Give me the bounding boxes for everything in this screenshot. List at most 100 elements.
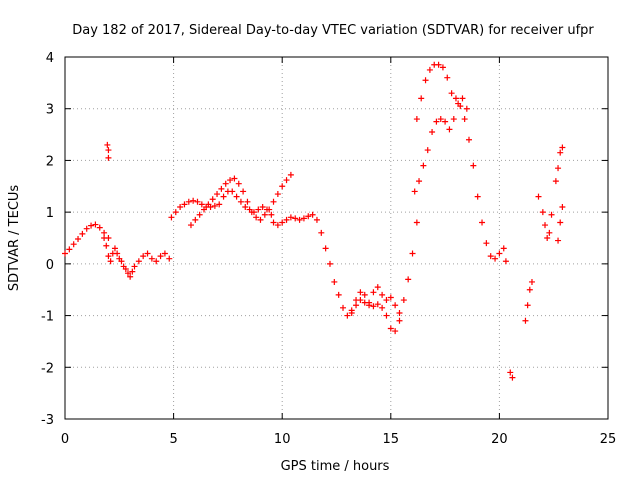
data-point <box>555 165 562 172</box>
data-point <box>353 302 360 309</box>
data-point <box>483 240 490 247</box>
x-tick-label: 15 <box>383 432 400 447</box>
data-point <box>424 147 431 154</box>
data-point <box>544 235 551 241</box>
data-point <box>198 201 205 208</box>
data-point <box>420 162 427 169</box>
data-point <box>435 61 442 68</box>
data-point <box>211 202 218 209</box>
data-point <box>157 253 164 260</box>
y-tick-label: 3 <box>46 103 54 118</box>
data-point <box>216 201 223 208</box>
data-point <box>248 209 255 216</box>
data-point <box>296 216 303 223</box>
data-point <box>465 136 472 143</box>
y-tick-labels: -3 -2 -1 0 1 2 3 4 <box>41 51 54 428</box>
data-point <box>361 291 368 298</box>
data-point <box>366 299 373 306</box>
data-point <box>287 171 294 178</box>
data-point <box>229 188 236 195</box>
data-point <box>383 312 390 319</box>
data-point <box>409 250 416 257</box>
data-point <box>66 246 73 253</box>
data-point <box>127 273 134 280</box>
data-point <box>326 260 333 267</box>
data-point <box>552 178 559 185</box>
data-point <box>474 193 481 200</box>
data-point <box>370 303 377 310</box>
data-point <box>379 304 386 311</box>
data-point <box>214 191 221 198</box>
data-point <box>222 180 229 187</box>
data-point <box>507 369 514 376</box>
data-point <box>392 328 399 335</box>
data-point <box>548 211 555 218</box>
x-axis-label: GPS time / hours <box>281 459 390 474</box>
y-tick-label: -1 <box>41 310 54 325</box>
data-point <box>396 309 403 316</box>
data-point <box>75 236 82 243</box>
x-tick-label: 25 <box>600 432 617 447</box>
data-point <box>96 224 103 231</box>
data-point <box>283 216 290 223</box>
data-point <box>539 209 546 216</box>
data-point <box>148 255 155 262</box>
data-point <box>322 245 329 252</box>
data-point <box>83 225 90 232</box>
data-point <box>487 253 494 260</box>
data-point <box>509 374 516 381</box>
data-point <box>279 219 286 226</box>
data-point <box>413 219 420 226</box>
data-point <box>479 219 486 226</box>
y-tick-label: 2 <box>46 154 54 169</box>
data-point <box>426 66 433 73</box>
data-point <box>227 177 234 184</box>
data-point <box>459 95 466 102</box>
data-point <box>387 294 394 301</box>
data-point <box>524 302 531 309</box>
data-point <box>344 312 351 319</box>
data-point <box>196 211 203 218</box>
data-point <box>279 183 286 190</box>
data-point <box>374 284 381 291</box>
data-point <box>237 198 244 205</box>
data-point <box>218 185 225 192</box>
data-point <box>555 237 562 244</box>
data-point <box>166 255 173 262</box>
data-point <box>274 191 281 198</box>
data-point <box>283 177 290 184</box>
data-point <box>242 203 249 210</box>
data-point <box>268 211 275 218</box>
data-point <box>131 263 138 270</box>
y-tick-label: 4 <box>46 51 54 66</box>
data-point <box>396 317 403 324</box>
data-point <box>450 116 457 123</box>
data-point <box>194 198 201 205</box>
data-point <box>122 266 129 273</box>
grid <box>65 57 608 419</box>
y-tick-label: 1 <box>46 206 54 221</box>
data-point <box>104 141 111 148</box>
y-tick-label: 0 <box>46 258 54 273</box>
data-point <box>400 297 407 304</box>
data-point <box>557 219 564 226</box>
data-point <box>300 215 307 222</box>
plot-frame <box>64 56 609 420</box>
data-point <box>335 291 342 298</box>
data-point <box>140 253 147 260</box>
data-point <box>103 242 110 249</box>
data-point <box>340 304 347 311</box>
data-point <box>348 307 355 314</box>
data-point <box>79 230 86 237</box>
x-tick-label: 0 <box>61 432 69 447</box>
data-point <box>492 255 499 262</box>
data-point <box>287 214 294 221</box>
data-point <box>270 219 277 226</box>
data-point <box>118 258 125 265</box>
data-point <box>201 206 208 213</box>
data-point <box>144 250 151 257</box>
data-point <box>559 203 566 210</box>
data-point <box>101 229 108 236</box>
data-point <box>240 188 247 195</box>
